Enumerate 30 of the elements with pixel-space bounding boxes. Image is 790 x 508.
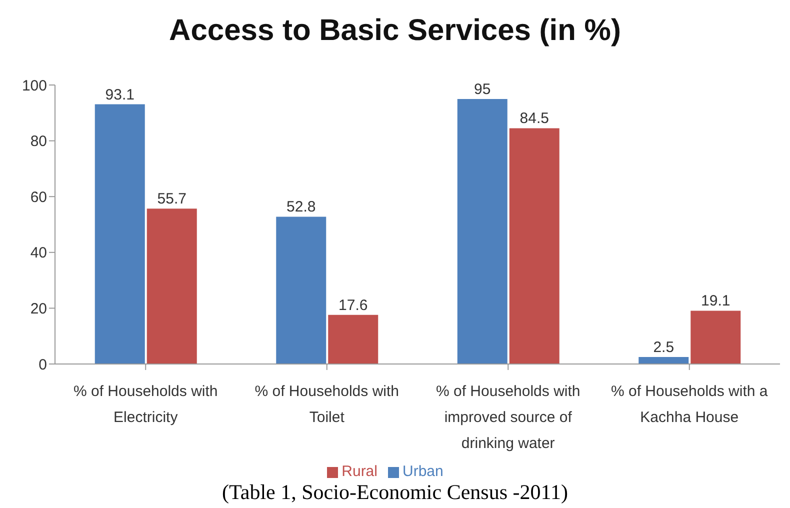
text: (Table 1, Socio-Economic Census -2011) [221, 480, 569, 505]
legend-label: Rural [342, 463, 378, 480]
bar [328, 314, 378, 364]
x-tick-label: % of Households with Toilet [254, 383, 399, 426]
bar [509, 128, 560, 364]
data-label: 84.5 [520, 110, 549, 128]
y-tick-label: 40 [30, 244, 47, 262]
x-tick-label: % of Households with Electricity [74, 383, 218, 426]
bar [94, 104, 145, 364]
data-label: 93.1 [105, 86, 134, 104]
data-label: 95 [474, 80, 491, 98]
data-label: 2.5 [653, 339, 674, 356]
bar [457, 98, 508, 364]
y-tick-label: 0 [38, 356, 47, 374]
y-tick-label: 20 [30, 300, 47, 318]
data-label: 52.8 [286, 198, 316, 216]
bar [638, 357, 689, 364]
x-tick-label: % of Households with a Kachha House [610, 383, 768, 426]
x-tick-label: % of Households with improved source of drinking water [436, 383, 580, 452]
data-label: 55.7 [157, 190, 186, 208]
bar [146, 208, 197, 364]
data-label: 19.1 [701, 292, 730, 310]
data-label: 17.6 [338, 296, 368, 314]
y-tick-label: 100 [22, 77, 47, 94]
legend-label: Urban [402, 463, 444, 480]
y-tick-label: 60 [30, 188, 47, 206]
bar [690, 310, 741, 364]
chart-title: Access to Basic Services (in %) [168, 14, 622, 48]
y-tick-label: 80 [30, 133, 47, 150]
bar [276, 216, 326, 364]
